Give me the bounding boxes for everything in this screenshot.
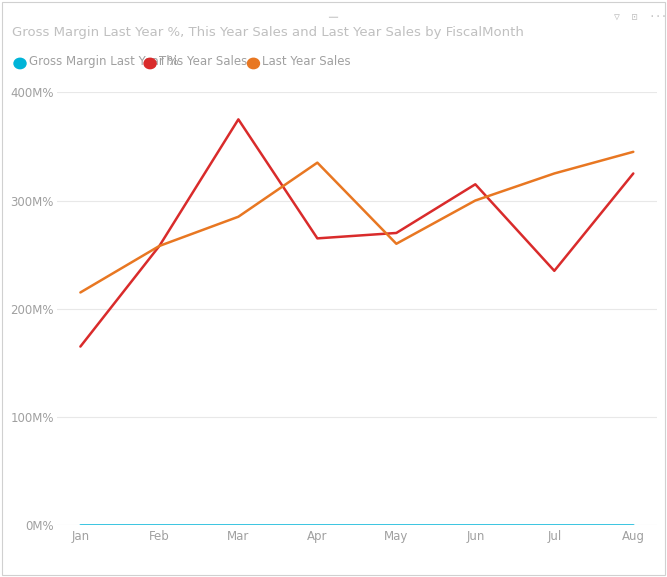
Text: This Year Sales: This Year Sales bbox=[159, 55, 247, 68]
Text: Last Year Sales: Last Year Sales bbox=[262, 55, 351, 68]
Text: ▽  ⊡  ···: ▽ ⊡ ··· bbox=[614, 13, 666, 23]
Text: Gross Margin Last Year %: Gross Margin Last Year % bbox=[29, 55, 178, 68]
Text: ━━: ━━ bbox=[329, 13, 338, 22]
Text: Gross Margin Last Year %, This Year Sales and Last Year Sales by FiscalMonth: Gross Margin Last Year %, This Year Sale… bbox=[12, 26, 524, 39]
